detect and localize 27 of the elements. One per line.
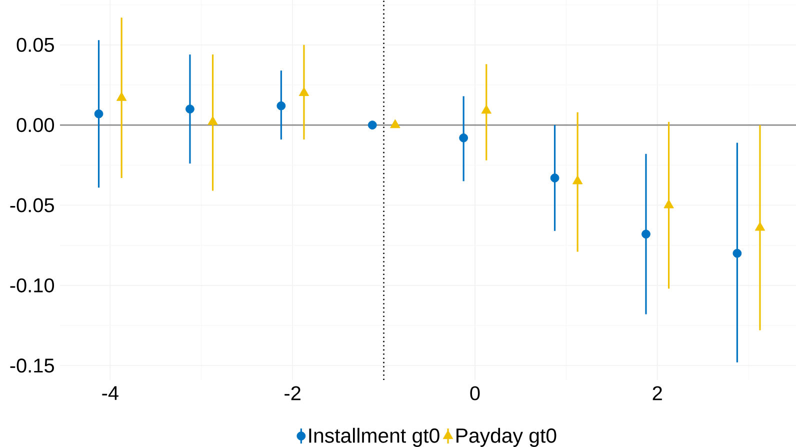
point bbox=[481, 104, 492, 114]
point bbox=[664, 199, 674, 208]
point bbox=[459, 133, 468, 142]
x-tick-label: 0 bbox=[470, 386, 480, 400]
point bbox=[754, 222, 766, 231]
x-tick-label: -4 bbox=[102, 386, 118, 400]
point bbox=[642, 230, 650, 239]
x-tick-label: 2 bbox=[652, 386, 662, 400]
point bbox=[186, 104, 194, 114]
legend-label: Payday gt0 bbox=[456, 428, 556, 447]
y-tick-label: -0.15 bbox=[10, 358, 54, 373]
x-tick-label: -2 bbox=[284, 386, 300, 400]
point bbox=[276, 101, 286, 110]
y-tick-label: -0.05 bbox=[10, 198, 54, 212]
point bbox=[390, 119, 400, 128]
point bbox=[208, 116, 218, 125]
point bbox=[572, 175, 583, 184]
point bbox=[94, 109, 104, 118]
point bbox=[116, 92, 127, 101]
point bbox=[732, 248, 742, 258]
y-tick-label: 0.05 bbox=[16, 38, 54, 52]
point bbox=[298, 87, 310, 96]
point bbox=[550, 174, 560, 182]
legend-label: Installment gt0 bbox=[309, 428, 440, 447]
y-tick-label: -0.10 bbox=[10, 278, 54, 292]
point bbox=[368, 120, 377, 130]
y-tick-label: 0.00 bbox=[16, 118, 54, 132]
